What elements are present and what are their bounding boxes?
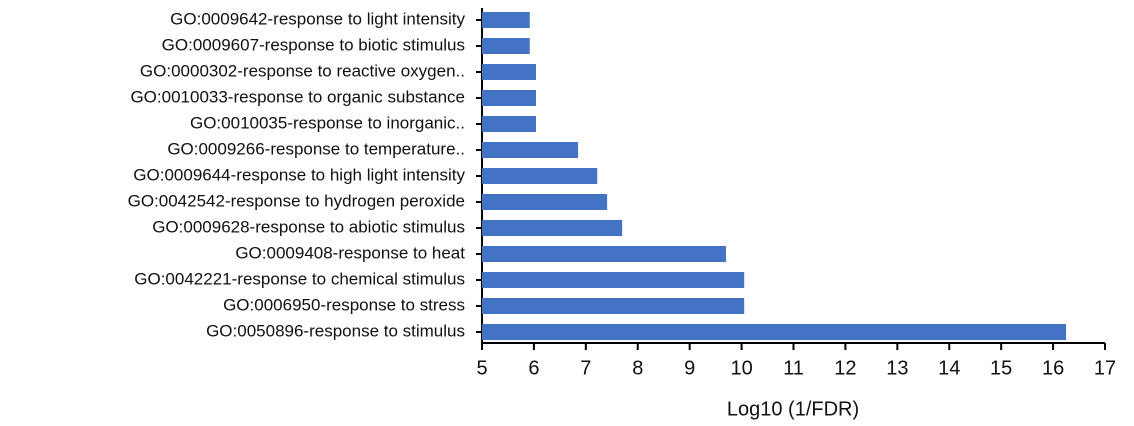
y-tick-label: GO:0009642-response to light intensity <box>170 9 465 28</box>
y-tick-label: GO:0009607-response to biotic stimulus <box>162 35 465 54</box>
x-tick-label: 17 <box>1094 357 1116 379</box>
bar <box>482 324 1067 340</box>
x-tick-label: 6 <box>528 357 539 379</box>
y-tick-label: GO:0010035-response to inorganic.. <box>190 113 465 132</box>
bar <box>482 64 536 80</box>
x-tick-label: 11 <box>783 357 804 379</box>
bar <box>482 38 530 54</box>
bar <box>482 12 530 28</box>
y-tick-label: GO:0042221-response to chemical stimulus <box>134 269 465 288</box>
x-tick-label: 14 <box>938 357 960 379</box>
x-tick-label: 10 <box>730 357 752 379</box>
x-tick-label: 5 <box>476 357 487 379</box>
y-tick-label: GO:0009628-response to abiotic stimulus <box>152 217 465 236</box>
bar <box>482 116 536 132</box>
bar <box>482 90 536 106</box>
y-tick-label: GO:0010033-response to organic substance <box>130 87 465 106</box>
x-tick-label: 12 <box>834 357 856 379</box>
y-tick-label: GO:0042542-response to hydrogen peroxide <box>128 191 465 210</box>
bar <box>482 298 745 314</box>
x-tick-label: 13 <box>886 357 908 379</box>
x-tick-label: 9 <box>684 357 695 379</box>
y-tick-label: GO:0009266-response to temperature.. <box>167 139 465 158</box>
y-tick-label: GO:0009644-response to high light intens… <box>133 165 465 184</box>
bar <box>482 272 745 288</box>
bar <box>482 168 598 184</box>
x-tick-label: 16 <box>1042 357 1064 379</box>
y-tick-label: GO:0050896-response to stimulus <box>206 321 465 340</box>
x-tick-label: 7 <box>580 357 591 379</box>
x-tick-label: 8 <box>632 357 643 379</box>
y-tick-label: GO:0006950-response to stress <box>223 295 465 314</box>
y-tick-label: GO:0009408-response to heat <box>235 243 465 262</box>
bar <box>482 220 623 236</box>
bar <box>482 194 608 210</box>
bar <box>482 246 727 262</box>
y-tick-label: GO:0000302-response to reactive oxygen.. <box>140 61 465 80</box>
x-tick-label: 15 <box>990 357 1012 379</box>
x-axis-title: Log10 (1/FDR) <box>727 398 859 420</box>
bar <box>482 142 579 158</box>
